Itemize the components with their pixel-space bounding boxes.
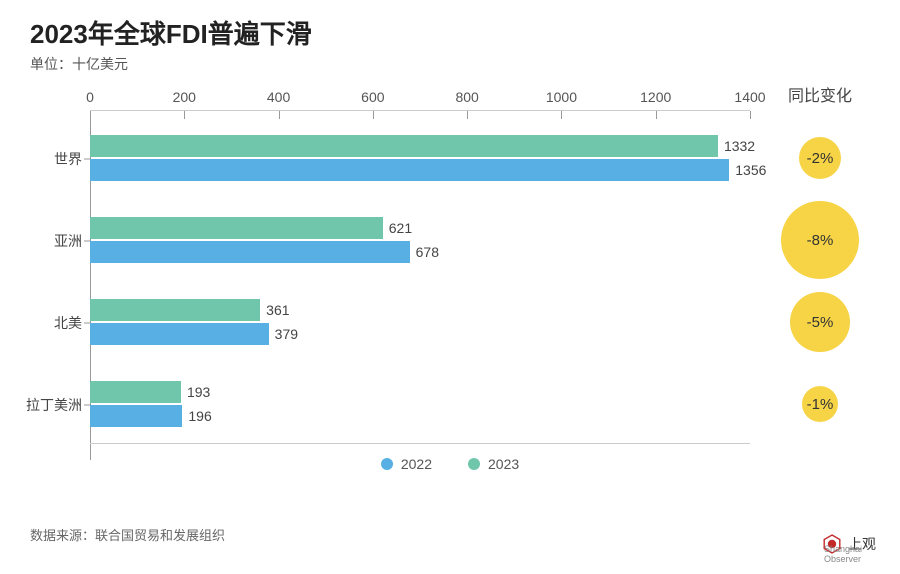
bar-v2023: 1332 bbox=[90, 135, 718, 157]
bar-value-label: 621 bbox=[389, 220, 412, 236]
fdi-bar-chart: 0200400600800100012001400世界13321356亚洲621… bbox=[0, 80, 900, 480]
x-tick bbox=[184, 111, 185, 119]
bar-value-label: 196 bbox=[188, 408, 211, 424]
x-tick-label: 1200 bbox=[640, 89, 671, 105]
category-row: 北美361379 bbox=[90, 293, 750, 353]
bar-v2023: 361 bbox=[90, 299, 260, 321]
category-label: 亚洲 bbox=[18, 231, 82, 251]
bar-value-label: 379 bbox=[275, 326, 298, 342]
category-row: 世界13321356 bbox=[90, 129, 750, 189]
x-tick bbox=[373, 111, 374, 119]
plot-area: 0200400600800100012001400世界13321356亚洲621… bbox=[90, 110, 750, 460]
bar-value-label: 193 bbox=[187, 384, 210, 400]
legend-label: 2022 bbox=[401, 456, 432, 472]
change-bubble: -5% bbox=[790, 292, 850, 352]
legend-item: 2023 bbox=[468, 456, 519, 472]
legend-item: 2022 bbox=[381, 456, 432, 472]
bar-v2022: 196 bbox=[90, 405, 182, 427]
change-bubble: -1% bbox=[802, 386, 838, 422]
bar-v2023: 621 bbox=[90, 217, 383, 239]
x-tick-label: 200 bbox=[173, 89, 196, 105]
bar-v2022: 379 bbox=[90, 323, 269, 345]
brand-sub: Shanghai Observer bbox=[824, 544, 876, 564]
x-tick-label: 600 bbox=[361, 89, 384, 105]
x-axis-bottom bbox=[90, 443, 750, 444]
x-tick bbox=[561, 111, 562, 119]
x-tick-label: 400 bbox=[267, 89, 290, 105]
legend-swatch bbox=[381, 458, 393, 470]
x-tick bbox=[90, 111, 91, 119]
bar-v2023: 193 bbox=[90, 381, 181, 403]
category-row: 亚洲621678 bbox=[90, 211, 750, 271]
x-tick bbox=[467, 111, 468, 119]
x-tick bbox=[279, 111, 280, 119]
unit-label: 单位：十亿美元 bbox=[30, 54, 128, 74]
data-source: 数据来源：联合国贸易和发展组织 bbox=[30, 525, 225, 544]
bar-v2022: 678 bbox=[90, 241, 410, 263]
bar-value-label: 678 bbox=[416, 244, 439, 260]
x-tick-label: 1000 bbox=[546, 89, 577, 105]
bar-value-label: 1332 bbox=[724, 138, 755, 154]
bar-value-label: 1356 bbox=[735, 162, 766, 178]
x-tick bbox=[750, 111, 751, 119]
change-bubble: -2% bbox=[799, 137, 841, 179]
x-tick-label: 0 bbox=[86, 89, 94, 105]
change-column-header: 同比变化 bbox=[788, 82, 852, 106]
legend: 2022 2023 bbox=[0, 456, 900, 473]
bar-v2022: 1356 bbox=[90, 159, 729, 181]
bar-value-label: 361 bbox=[266, 302, 289, 318]
legend-swatch bbox=[468, 458, 480, 470]
chart-title: 2023年全球FDI普遍下滑 bbox=[30, 14, 312, 51]
change-bubble: -8% bbox=[781, 201, 859, 279]
legend-label: 2023 bbox=[488, 456, 519, 472]
publisher-brand: 上观 Shanghai Observer bbox=[822, 534, 876, 554]
x-tick-label: 800 bbox=[455, 89, 478, 105]
x-tick bbox=[656, 111, 657, 119]
category-label: 世界 bbox=[18, 149, 82, 169]
category-label: 北美 bbox=[18, 313, 82, 333]
x-tick-label: 1400 bbox=[734, 89, 765, 105]
category-label: 拉丁美洲 bbox=[18, 395, 82, 415]
category-row: 拉丁美洲193196 bbox=[90, 375, 750, 435]
